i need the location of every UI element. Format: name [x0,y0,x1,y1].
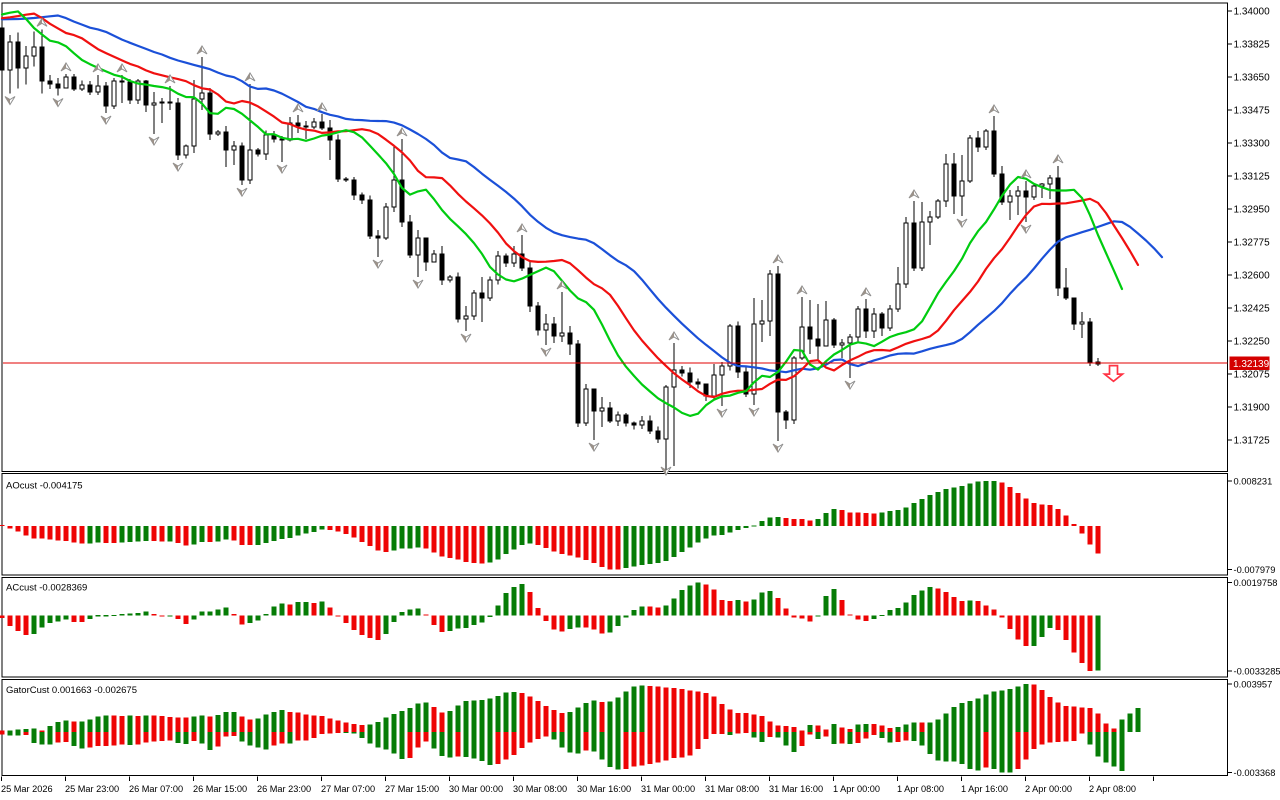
svg-text:-0.007979: -0.007979 [1234,565,1276,575]
svg-text:1.32950: 1.32950 [1234,204,1271,215]
svg-text:-0.0033285: -0.0033285 [1234,667,1280,677]
svg-text:30 Mar 08:00: 30 Mar 08:00 [513,784,567,794]
svg-text:31 Mar 16:00: 31 Mar 16:00 [769,784,823,794]
svg-text:1.34000: 1.34000 [1234,6,1271,17]
svg-text:25 Mar 23:00: 25 Mar 23:00 [65,784,119,794]
svg-text:1 Apr 00:00: 1 Apr 00:00 [833,784,880,794]
svg-text:27 Mar 07:00: 27 Mar 07:00 [321,784,375,794]
svg-text:26 Mar 07:00: 26 Mar 07:00 [129,784,183,794]
svg-text:1.32075: 1.32075 [1234,369,1271,380]
svg-text:25 Mar 2026: 25 Mar 2026 [1,784,53,794]
svg-text:1.33650: 1.33650 [1234,72,1271,83]
svg-text:30 Mar 16:00: 30 Mar 16:00 [577,784,631,794]
svg-text:1.32250: 1.32250 [1234,336,1271,347]
svg-text:2 Apr 00:00: 2 Apr 00:00 [1025,784,1072,794]
svg-text:1.33825: 1.33825 [1234,39,1271,50]
svg-text:31 Mar 00:00: 31 Mar 00:00 [641,784,695,794]
svg-text:2 Apr 08:00: 2 Apr 08:00 [1089,784,1136,794]
svg-text:26 Mar 15:00: 26 Mar 15:00 [193,784,247,794]
svg-text:26 Mar 23:00: 26 Mar 23:00 [257,784,311,794]
svg-text:0.0019758: 0.0019758 [1234,578,1278,588]
svg-text:0.003957: 0.003957 [1234,680,1273,690]
svg-text:1.32600: 1.32600 [1234,270,1271,281]
svg-text:0.008231: 0.008231 [1234,477,1273,487]
svg-text:AOcust -0.004175: AOcust -0.004175 [6,481,83,492]
svg-text:1.33125: 1.33125 [1234,171,1271,182]
svg-text:1 Apr 08:00: 1 Apr 08:00 [897,784,944,794]
svg-text:1 Apr 16:00: 1 Apr 16:00 [961,784,1008,794]
svg-text:1.31900: 1.31900 [1234,402,1271,413]
svg-text:1.31725: 1.31725 [1234,435,1271,446]
svg-text:1.32139: 1.32139 [1233,359,1270,370]
svg-text:-0.003368: -0.003368 [1234,768,1276,778]
svg-text:1.33300: 1.33300 [1234,138,1271,149]
svg-text:GatorCust 0.001663 -0.002675: GatorCust 0.001663 -0.002675 [6,685,137,696]
svg-text:1.32775: 1.32775 [1234,237,1271,248]
svg-text:27 Mar 15:00: 27 Mar 15:00 [385,784,439,794]
svg-text:1.32425: 1.32425 [1234,303,1271,314]
svg-text:ACcust -0.0028369: ACcust -0.0028369 [6,583,87,594]
svg-text:30 Mar 00:00: 30 Mar 00:00 [449,784,503,794]
svg-text:1.33475: 1.33475 [1234,105,1271,116]
svg-text:31 Mar 08:00: 31 Mar 08:00 [705,784,759,794]
